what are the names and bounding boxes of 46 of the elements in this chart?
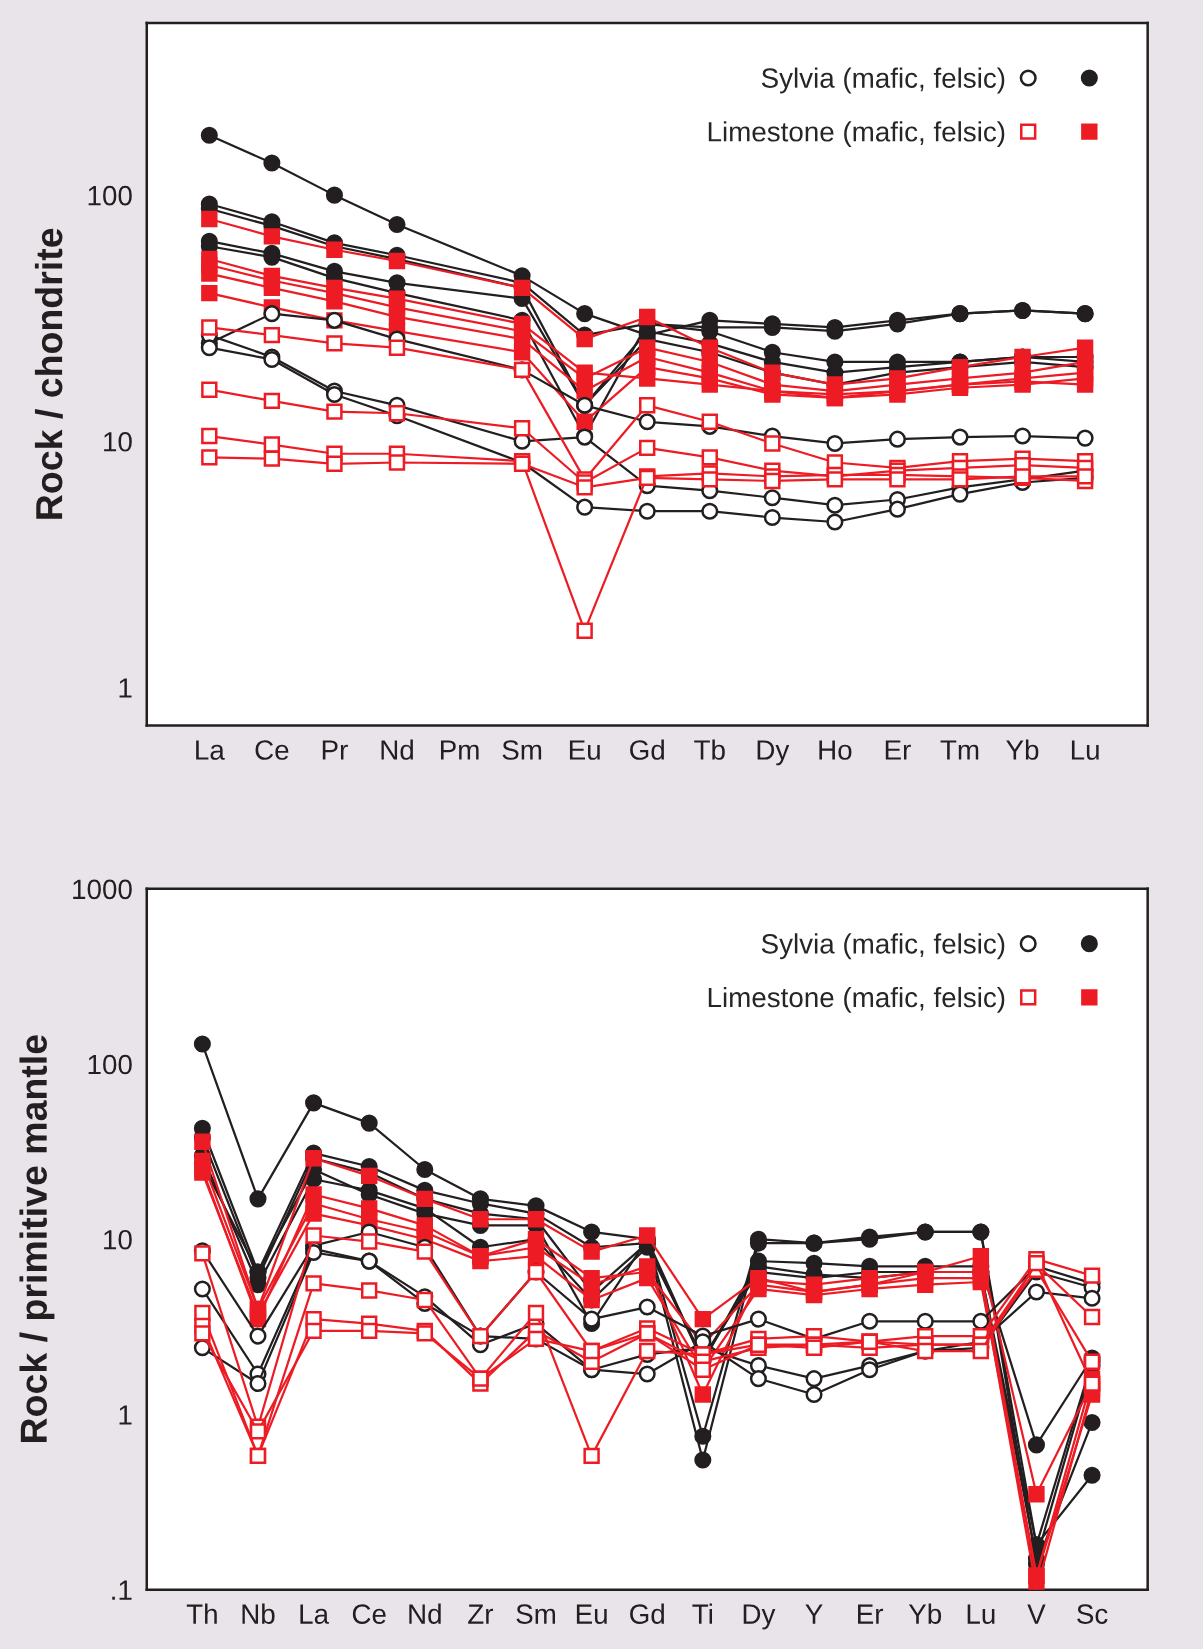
- x-tick-label: Tm: [940, 740, 979, 760]
- legend-label: Sylvia (mafic, felsic): [761, 933, 1005, 960]
- x-tick-label: Ce: [255, 740, 289, 760]
- y-tick-label: 10: [104, 431, 132, 452]
- x-tick-label: Sc: [1077, 1604, 1108, 1624]
- x-tick-label: Er: [885, 740, 911, 760]
- x-tick-label: Pm: [440, 740, 479, 760]
- legend-label: Limestone (mafic, felsic): [708, 121, 1005, 148]
- y-tick-label: .1: [112, 1580, 132, 1600]
- x-tick-label: Er: [858, 1604, 884, 1624]
- x-tick-label: Gd: [630, 739, 664, 760]
- x-tick-label: Th: [186, 1603, 217, 1624]
- y-tick-label: 1: [119, 678, 132, 698]
- x-tick-label: Yb: [1006, 739, 1039, 760]
- x-tick-label: Sm: [502, 740, 542, 760]
- x-tick-label: Gd: [630, 1603, 664, 1624]
- x-tick-label: V: [1027, 1604, 1046, 1624]
- y-tick-label: 100: [88, 185, 132, 206]
- x-tick-label: La: [300, 1604, 330, 1624]
- y-tick-label: 1000: [73, 879, 132, 900]
- x-tick-label: Dy: [757, 740, 790, 766]
- x-tick-label: Ti: [692, 1603, 712, 1624]
- x-tick-label: Sm: [516, 1604, 555, 1624]
- x-tick-label: Nb: [242, 1603, 275, 1624]
- y-axis-title: Rock / primitive mantle: [19, 1035, 55, 1442]
- x-tick-label: Dy: [743, 1604, 776, 1630]
- x-tick-label: Lu: [967, 1604, 995, 1624]
- x-tick-label: Pr: [322, 740, 348, 760]
- legend-label: Limestone (mafic, felsic): [708, 986, 1005, 1013]
- x-tick-label: Y: [805, 1604, 823, 1624]
- x-tick-label: Eu: [569, 740, 600, 760]
- x-tick-label: Yb: [908, 1603, 942, 1624]
- y-tick-label: 10: [104, 1229, 132, 1250]
- legend-label: Sylvia (mafic, felsic): [761, 67, 1005, 94]
- x-tick-label: Zr: [468, 1604, 494, 1624]
- y-axis-title: Rock / chondrite: [34, 228, 63, 519]
- x-tick-label: Nd: [381, 739, 413, 760]
- x-tick-label: Ho: [819, 740, 852, 760]
- x-tick-label: Eu: [576, 1604, 607, 1624]
- y-tick-label: 1: [119, 1405, 132, 1425]
- x-tick-label: Nd: [409, 1603, 441, 1624]
- x-tick-label: Ce: [352, 1604, 386, 1624]
- x-tick-label: La: [196, 740, 225, 760]
- x-tick-label: Lu: [1071, 740, 1099, 760]
- x-tick-label: Tb: [694, 739, 725, 760]
- y-tick-label: 100: [88, 1054, 132, 1075]
